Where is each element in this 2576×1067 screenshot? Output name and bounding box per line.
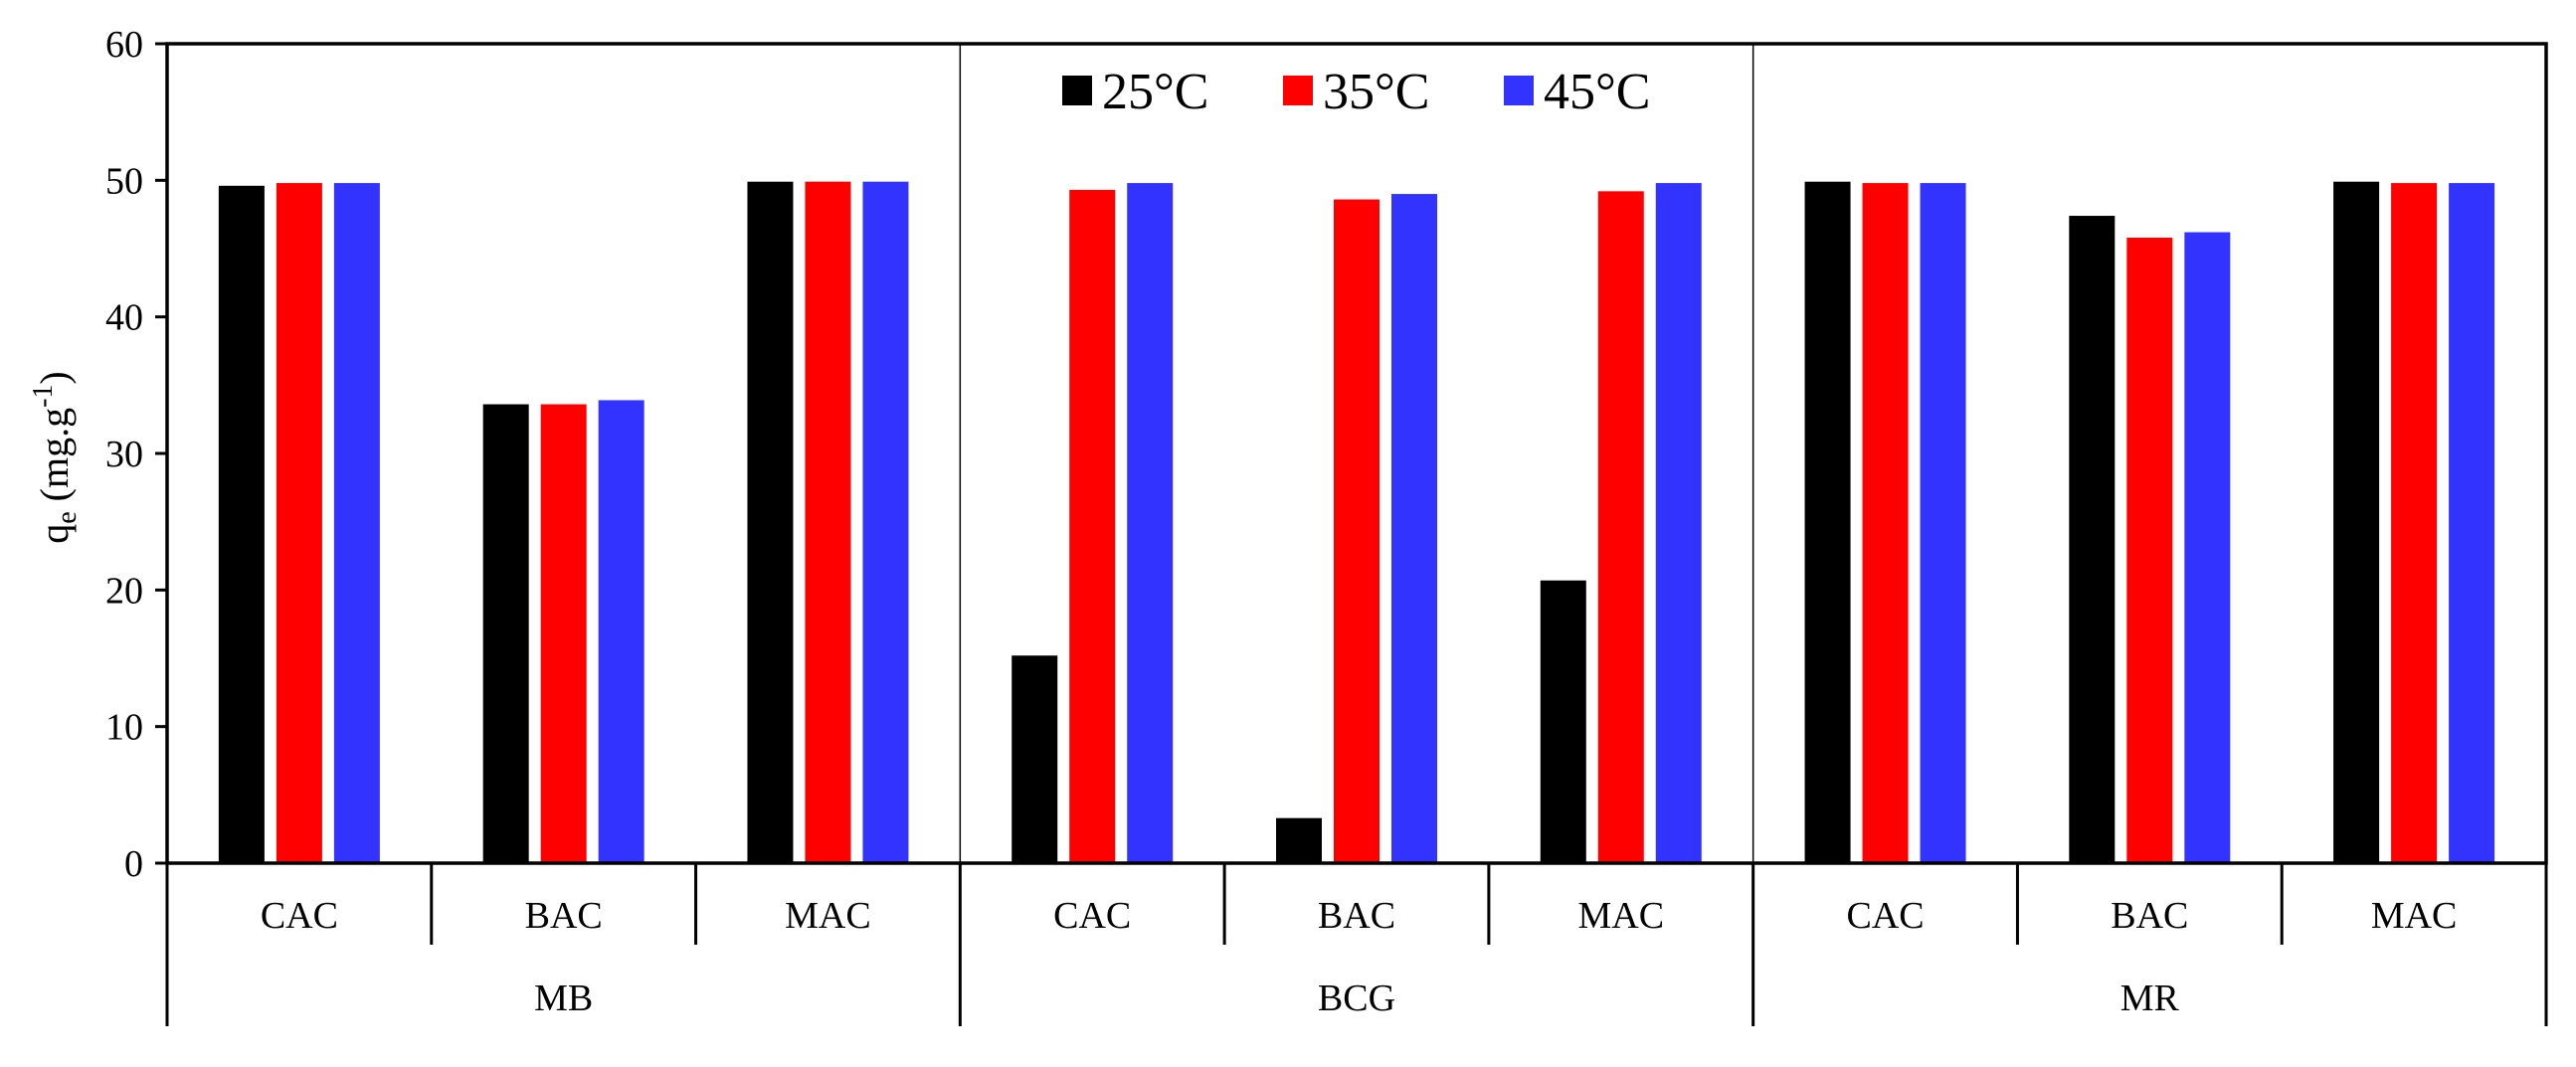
y-axis-label-subscript: e [52, 511, 83, 523]
bar-35°C-CAC [1069, 189, 1116, 864]
x-group-label: BCG [1318, 978, 1395, 1019]
y-tick-label: 30 [105, 434, 143, 475]
bar-35°C-MAC [1597, 191, 1644, 863]
bar-25°C-MAC [747, 181, 794, 863]
legend-label-35°C: 35°C [1323, 64, 1429, 120]
y-tick-label: 10 [105, 707, 143, 749]
bar-35°C-BAC [2126, 238, 2173, 864]
bar-45°C-CAC [1920, 183, 1966, 863]
x-category-label: CAC [1053, 895, 1131, 937]
y-axis-label-unit: (mg.g [32, 408, 77, 511]
legend-swatch-25°C [1062, 76, 1092, 105]
bar-25°C-BAC [2069, 216, 2116, 864]
x-category-label: CAC [1846, 895, 1924, 937]
bar-25°C-CAC [1804, 181, 1851, 863]
y-tick-label: 40 [105, 297, 143, 339]
y-axis-label-symbol: q [32, 524, 77, 544]
bar-35°C-BAC [1334, 199, 1380, 863]
bar-35°C-MAC [805, 181, 851, 863]
bar-45°C-MAC [862, 181, 909, 863]
bar-45°C-BAC [598, 400, 644, 863]
y-tick-label: 50 [105, 160, 143, 202]
bar-45°C-CAC [333, 183, 380, 863]
bar-25°C-BAC [1276, 817, 1322, 863]
x-category-label: CAC [261, 895, 338, 937]
bar-45°C-BAC [1391, 194, 1437, 864]
y-axis-label-superscript: -1 [28, 385, 59, 408]
bar-45°C-MAC [1655, 183, 1702, 863]
bar-25°C-BAC [482, 404, 529, 863]
bar-45°C-MAC [2449, 183, 2495, 863]
y-tick-label: 20 [105, 570, 143, 612]
y-axis-label-unit-close: ) [32, 371, 77, 384]
legend-label-45°C: 45°C [1544, 64, 1650, 120]
x-category-label: BAC [2111, 895, 2188, 937]
bar-25°C-MAC [2333, 181, 2380, 863]
legend-label-25°C: 25°C [1102, 64, 1208, 120]
y-tick-label: 60 [105, 24, 143, 66]
bar-35°C-BAC [540, 404, 587, 863]
bar-35°C-CAC [1862, 183, 1909, 863]
x-category-label: BAC [525, 895, 603, 937]
x-group-label: MR [2120, 978, 2180, 1019]
x-group-label: MB [534, 978, 593, 1019]
legend-swatch-45°C [1504, 76, 1534, 105]
y-tick-label: 0 [124, 843, 143, 885]
x-category-label: BAC [1318, 895, 1395, 937]
x-category-label: MAC [1577, 895, 1664, 937]
bar-25°C-CAC [218, 185, 265, 863]
legend-swatch-35°C [1283, 76, 1313, 105]
bar-25°C-MAC [1540, 580, 1586, 863]
y-axis-label: qe (mg.g-1) [28, 371, 83, 544]
bar-45°C-BAC [2184, 232, 2231, 863]
bar-25°C-CAC [1012, 655, 1058, 863]
x-category-label: MAC [785, 895, 871, 937]
x-category-label: MAC [2371, 895, 2458, 937]
bar-35°C-CAC [276, 183, 322, 863]
bar-35°C-MAC [2391, 183, 2438, 863]
bar-45°C-CAC [1127, 183, 1174, 863]
